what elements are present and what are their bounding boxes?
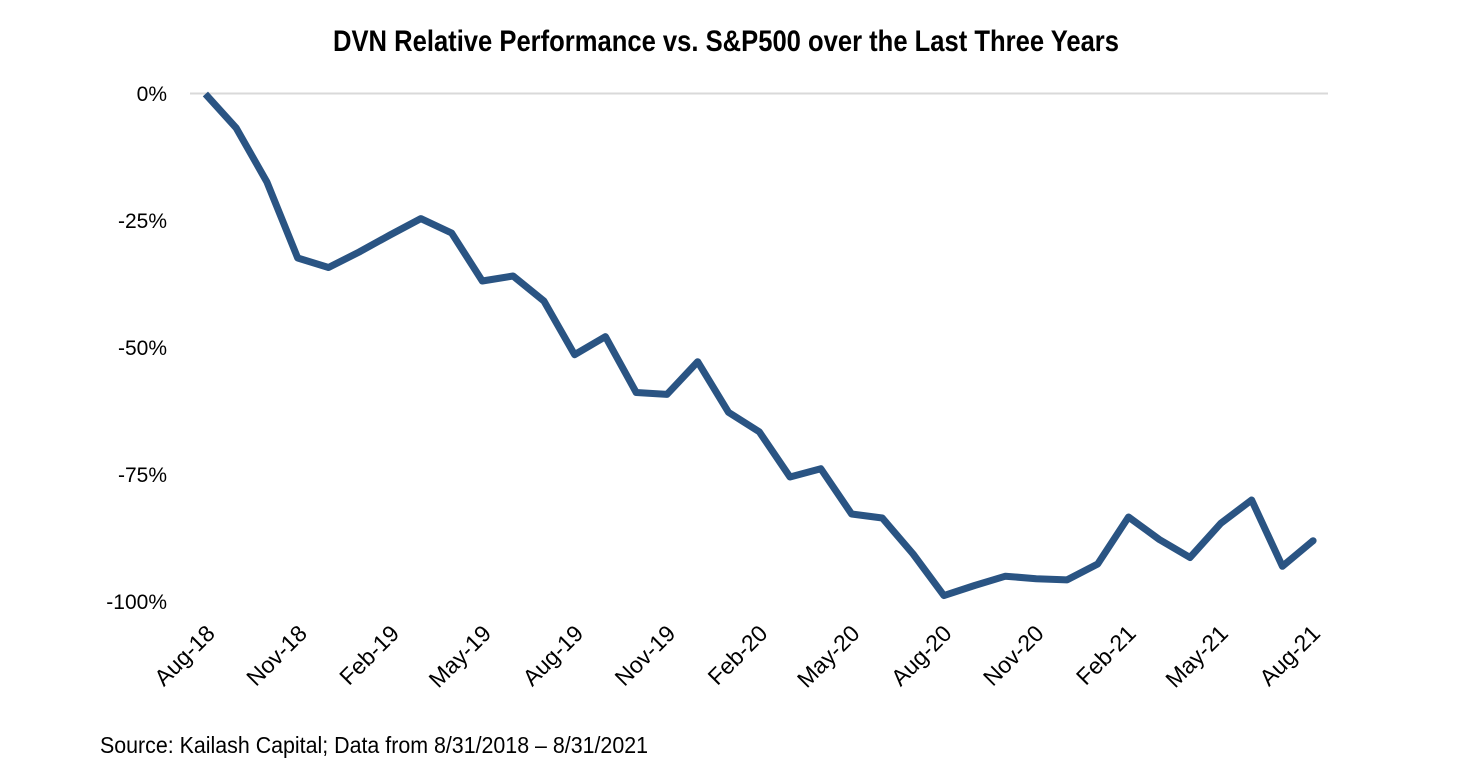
svg-text:-75%: -75% — [118, 464, 167, 487]
svg-text:-25%: -25% — [118, 210, 167, 233]
svg-text:0%: 0% — [137, 83, 167, 106]
svg-text:-50%: -50% — [118, 337, 167, 360]
svg-text:Source: Kailash Capital; Data: Source: Kailash Capital; Data from 8/31/… — [100, 732, 648, 758]
svg-text:DVN Relative Performance vs. S: DVN Relative Performance vs. S&P500 over… — [333, 25, 1119, 58]
svg-text:-100%: -100% — [106, 591, 167, 614]
